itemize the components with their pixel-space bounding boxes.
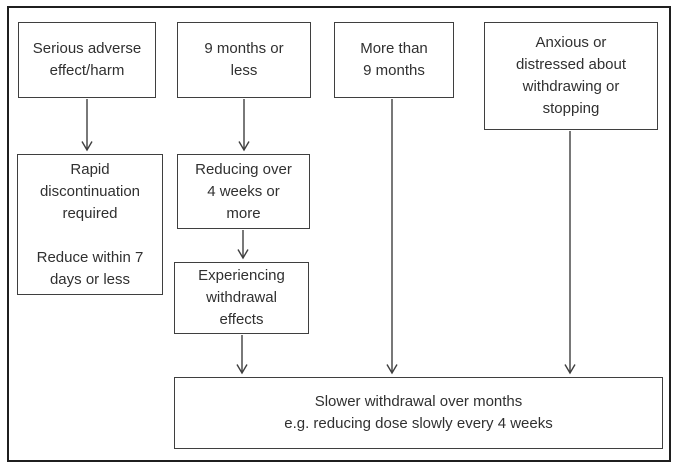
node-9-months-or-less: 9 months or less bbox=[177, 22, 311, 98]
node-anxious-or-distressed: Anxious or distressed about withdrawing … bbox=[484, 22, 658, 130]
node-rapid-discontinuation: Rapid discontinuation required Reduce wi… bbox=[17, 154, 163, 295]
node-more-than-9-months: More than 9 months bbox=[334, 22, 454, 98]
node-reducing-over-4-weeks: Reducing over 4 weeks or more bbox=[177, 154, 310, 229]
node-slower-withdrawal: Slower withdrawal over months e.g. reduc… bbox=[174, 377, 663, 449]
node-experiencing-withdrawal-effects: Experiencing withdrawal effects bbox=[174, 262, 309, 334]
node-serious-adverse-effect: Serious adverse effect/harm bbox=[18, 22, 156, 98]
